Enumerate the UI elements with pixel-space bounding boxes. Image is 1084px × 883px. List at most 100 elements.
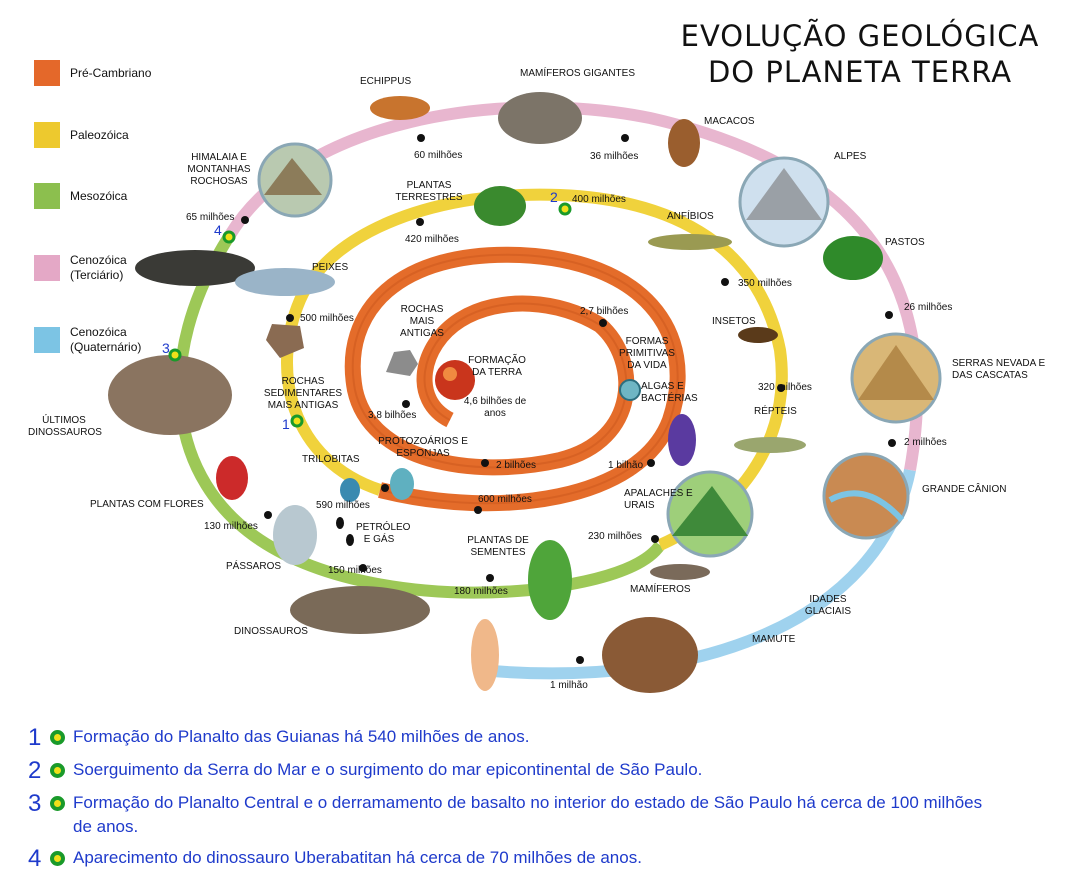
label-serras: SERRAS NEVADA E DAS CASCATAS <box>952 358 1046 381</box>
note-item: 1 Formação do Planalto das Guianas há 540… <box>28 724 530 751</box>
marker-3-label: 3 <box>162 340 170 356</box>
label-trilobitas: TRILOBITAS <box>302 454 360 465</box>
dinosaur-icon <box>290 586 430 634</box>
shark-icon <box>235 268 335 296</box>
echippus-icon <box>370 96 430 120</box>
label-590: 590 milhões <box>316 500 370 511</box>
marker-1-label: 1 <box>282 416 290 432</box>
label-2: 2 milhões <box>904 437 947 448</box>
label-320: 320 milhões <box>758 382 812 393</box>
sponge-icon <box>390 468 414 500</box>
note-marker-icon <box>50 851 65 866</box>
label-macacos: MACACOS <box>704 116 755 127</box>
label-idades-glaciais: IDADES GLACIAIS <box>804 594 852 617</box>
label-echippus: ECHIPPUS <box>360 76 412 87</box>
grass-icon <box>823 236 883 280</box>
sediment-rock-icon <box>266 324 304 358</box>
label-3-8-bi: 3,8 bilhões <box>368 410 417 421</box>
label-apalaches: APALACHES E URAIS <box>624 488 693 511</box>
marker-dots <box>168 202 572 428</box>
label-60: 60 milhões <box>414 150 463 161</box>
oil-drops-icon <box>336 517 354 546</box>
label-plantas-flores: PLANTAS COM FLORES <box>90 499 204 510</box>
amphibian-icon <box>648 234 732 250</box>
mammoth-icon <box>602 617 698 693</box>
marker-4-label: 4 <box>214 222 222 238</box>
legend-swatch <box>34 327 60 353</box>
label-1-bi: 1 bilhão <box>608 460 644 471</box>
label-350: 350 milhões <box>738 278 792 289</box>
label-rochas-antigas: ROCHAS MAIS ANTIGAS <box>400 304 444 339</box>
label-mamiferos: MAMÍFEROS <box>630 584 691 595</box>
legend-tertiary: Cenozóica (Terciário) <box>34 253 160 283</box>
label-180: 180 milhões <box>454 586 508 597</box>
label-plantas-sementes: PLANTAS DE SEMENTES <box>467 535 529 558</box>
rock-icon <box>386 350 418 376</box>
label-26: 26 milhões <box>904 302 953 313</box>
legend-paleozoic: Paleozóica <box>34 122 160 148</box>
label-500: 500 milhões <box>300 313 354 324</box>
trex-icon <box>108 355 232 435</box>
label-600: 600 milhões <box>478 494 532 505</box>
label-formacao-terra: FORMAÇÃO DA TERRA <box>468 355 526 378</box>
mammal-icon <box>650 564 710 580</box>
legend-precambrian: Pré-Cambriano <box>34 60 160 86</box>
legend-mesozoic: Mesozóica <box>34 183 160 209</box>
label-dinossauros: DINOSSAUROS <box>234 626 308 637</box>
label-anfibios: ANFÍBIOS <box>667 211 714 222</box>
flower-icon <box>216 456 248 500</box>
label-idade-terra: 4,6 bilhões de anos <box>463 396 527 419</box>
fern-icon <box>474 186 526 226</box>
legend-swatch <box>34 183 60 209</box>
label-pastos: PASTOS <box>885 237 925 248</box>
label-230: 230 milhões <box>588 531 642 542</box>
note-marker-icon <box>50 730 65 745</box>
timeline-dots <box>241 134 896 664</box>
label-passaros: PÁSSAROS <box>226 561 282 572</box>
notes-list: 1 Formação do Planalto das Guianas há 540… <box>28 725 1068 879</box>
marker-2-label: 2 <box>550 189 558 205</box>
insect-icon <box>738 327 778 343</box>
seed-plant-icon <box>528 540 572 620</box>
label-plantas-terrestres: PLANTAS TERRESTRES <box>395 180 463 203</box>
bird-icon <box>273 505 317 565</box>
note-marker-icon <box>50 796 65 811</box>
label-grande-canion: GRANDE CÂNION <box>922 484 1007 495</box>
reptile-icon <box>734 437 806 453</box>
giant-mammal-icon <box>498 92 582 144</box>
label-repteis: RÉPTEIS <box>754 406 797 417</box>
label-insetos: INSETOS <box>712 316 756 327</box>
label-algas: ALGAS E BACTÉRIAS <box>641 381 698 404</box>
monkey-icon <box>668 119 700 167</box>
precambrian-band <box>344 246 686 512</box>
label-36: 36 milhões <box>590 151 639 162</box>
trilobite-icon <box>340 478 360 502</box>
label-mamute: MAMUTE <box>752 634 796 645</box>
tertiary-band <box>224 101 924 472</box>
label-2-bi: 2 bilhões <box>496 460 537 471</box>
sauropod-icon <box>135 250 255 286</box>
label-mamiferos-gigantes: MAMÍFEROS GIGANTES <box>520 68 636 79</box>
page-title: EVOLUÇÃO GEOLÓGICA DO PLANETA TERRA <box>680 19 1040 89</box>
label-150: 150 milhões <box>328 565 382 576</box>
label-65: 65 milhões <box>186 212 235 223</box>
note-item: 3 Formação do Planalto Central e o derram… <box>28 790 983 837</box>
legend-swatch <box>34 122 60 148</box>
paleozoic-band <box>281 188 788 551</box>
primitive-life-icon <box>619 379 641 401</box>
legend-swatch <box>34 255 60 281</box>
label-peixes: PEIXES <box>312 262 349 273</box>
label-protozoarios: PROTOZOÁRIOS E ESPONJAS <box>378 436 468 459</box>
label-400: 400 milhões <box>572 194 626 205</box>
spiral-diagram <box>108 92 942 693</box>
label-130: 130 milhões <box>204 521 258 532</box>
human-icon <box>471 619 499 691</box>
algae-icon <box>668 414 696 466</box>
label-petroleo: PETRÓLEO E GÁS <box>356 522 411 545</box>
label-2-7-bi: 2,7 bilhões <box>580 306 629 317</box>
label-formas-primitivas: FORMAS PRIMITIVAS DA VIDA <box>619 336 675 371</box>
label-himalaia: HIMALAIA E MONTANHAS ROCHOSAS <box>187 152 251 187</box>
label-ultimos-dinos: ÚLTIMOS DINOSSAUROS <box>28 415 102 438</box>
label-1: 1 milhão <box>550 680 588 691</box>
label-rochas-sedimentares: ROCHAS SEDIMENTARES MAIS ANTIGAS <box>263 376 343 411</box>
